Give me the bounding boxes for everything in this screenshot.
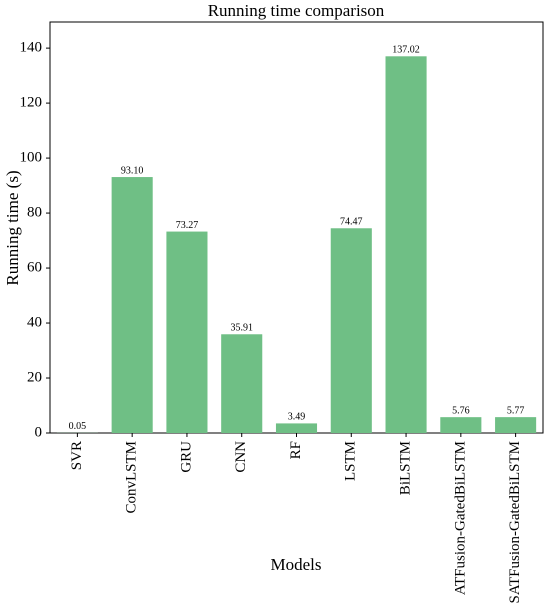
value-label: 137.02: [392, 45, 420, 56]
value-label: 3.49: [288, 412, 306, 423]
y-tick-label: 80: [27, 205, 42, 221]
value-label: 93.10: [121, 165, 144, 176]
bar: [221, 334, 263, 433]
bar: [495, 417, 537, 433]
y-tick-label: 0: [35, 424, 43, 440]
x-axis-label: Models: [271, 555, 322, 574]
value-label: 35.91: [230, 323, 253, 334]
bar: [385, 56, 427, 433]
bar: [440, 417, 482, 433]
value-label: 0.05: [69, 421, 87, 432]
chart-title: Running time comparison: [208, 1, 385, 20]
y-tick-label: 20: [27, 369, 42, 385]
bar: [275, 423, 318, 433]
x-tick-label: SVR: [69, 441, 85, 470]
bar: [330, 228, 372, 433]
x-tick-label: BiLSTM: [397, 441, 413, 495]
bar: [166, 231, 208, 433]
y-tick-label: 40: [27, 314, 42, 330]
x-tick-label: ATFusion-GatedBiLSTM: [452, 441, 468, 595]
y-tick-label: 100: [20, 150, 43, 166]
x-tick-label: GRU: [178, 441, 194, 473]
x-tick-label: LSTM: [343, 441, 359, 481]
y-axis-label: Running time (s): [3, 170, 22, 285]
x-tick-label: ConvLSTM: [124, 441, 140, 514]
value-label: 5.77: [507, 405, 525, 416]
x-tick-label: RF: [288, 441, 304, 459]
y-tick-label: 60: [27, 259, 42, 275]
value-label: 5.76: [452, 405, 470, 416]
value-label: 73.27: [176, 220, 199, 231]
value-label: 74.47: [340, 217, 363, 228]
y-tick-label: 120: [20, 95, 43, 111]
bar: [111, 177, 153, 433]
x-tick-label: SATFusion-GatedBiLSTM: [507, 441, 523, 603]
y-tick-label: 140: [20, 40, 43, 56]
x-tick-label: CNN: [233, 441, 249, 473]
